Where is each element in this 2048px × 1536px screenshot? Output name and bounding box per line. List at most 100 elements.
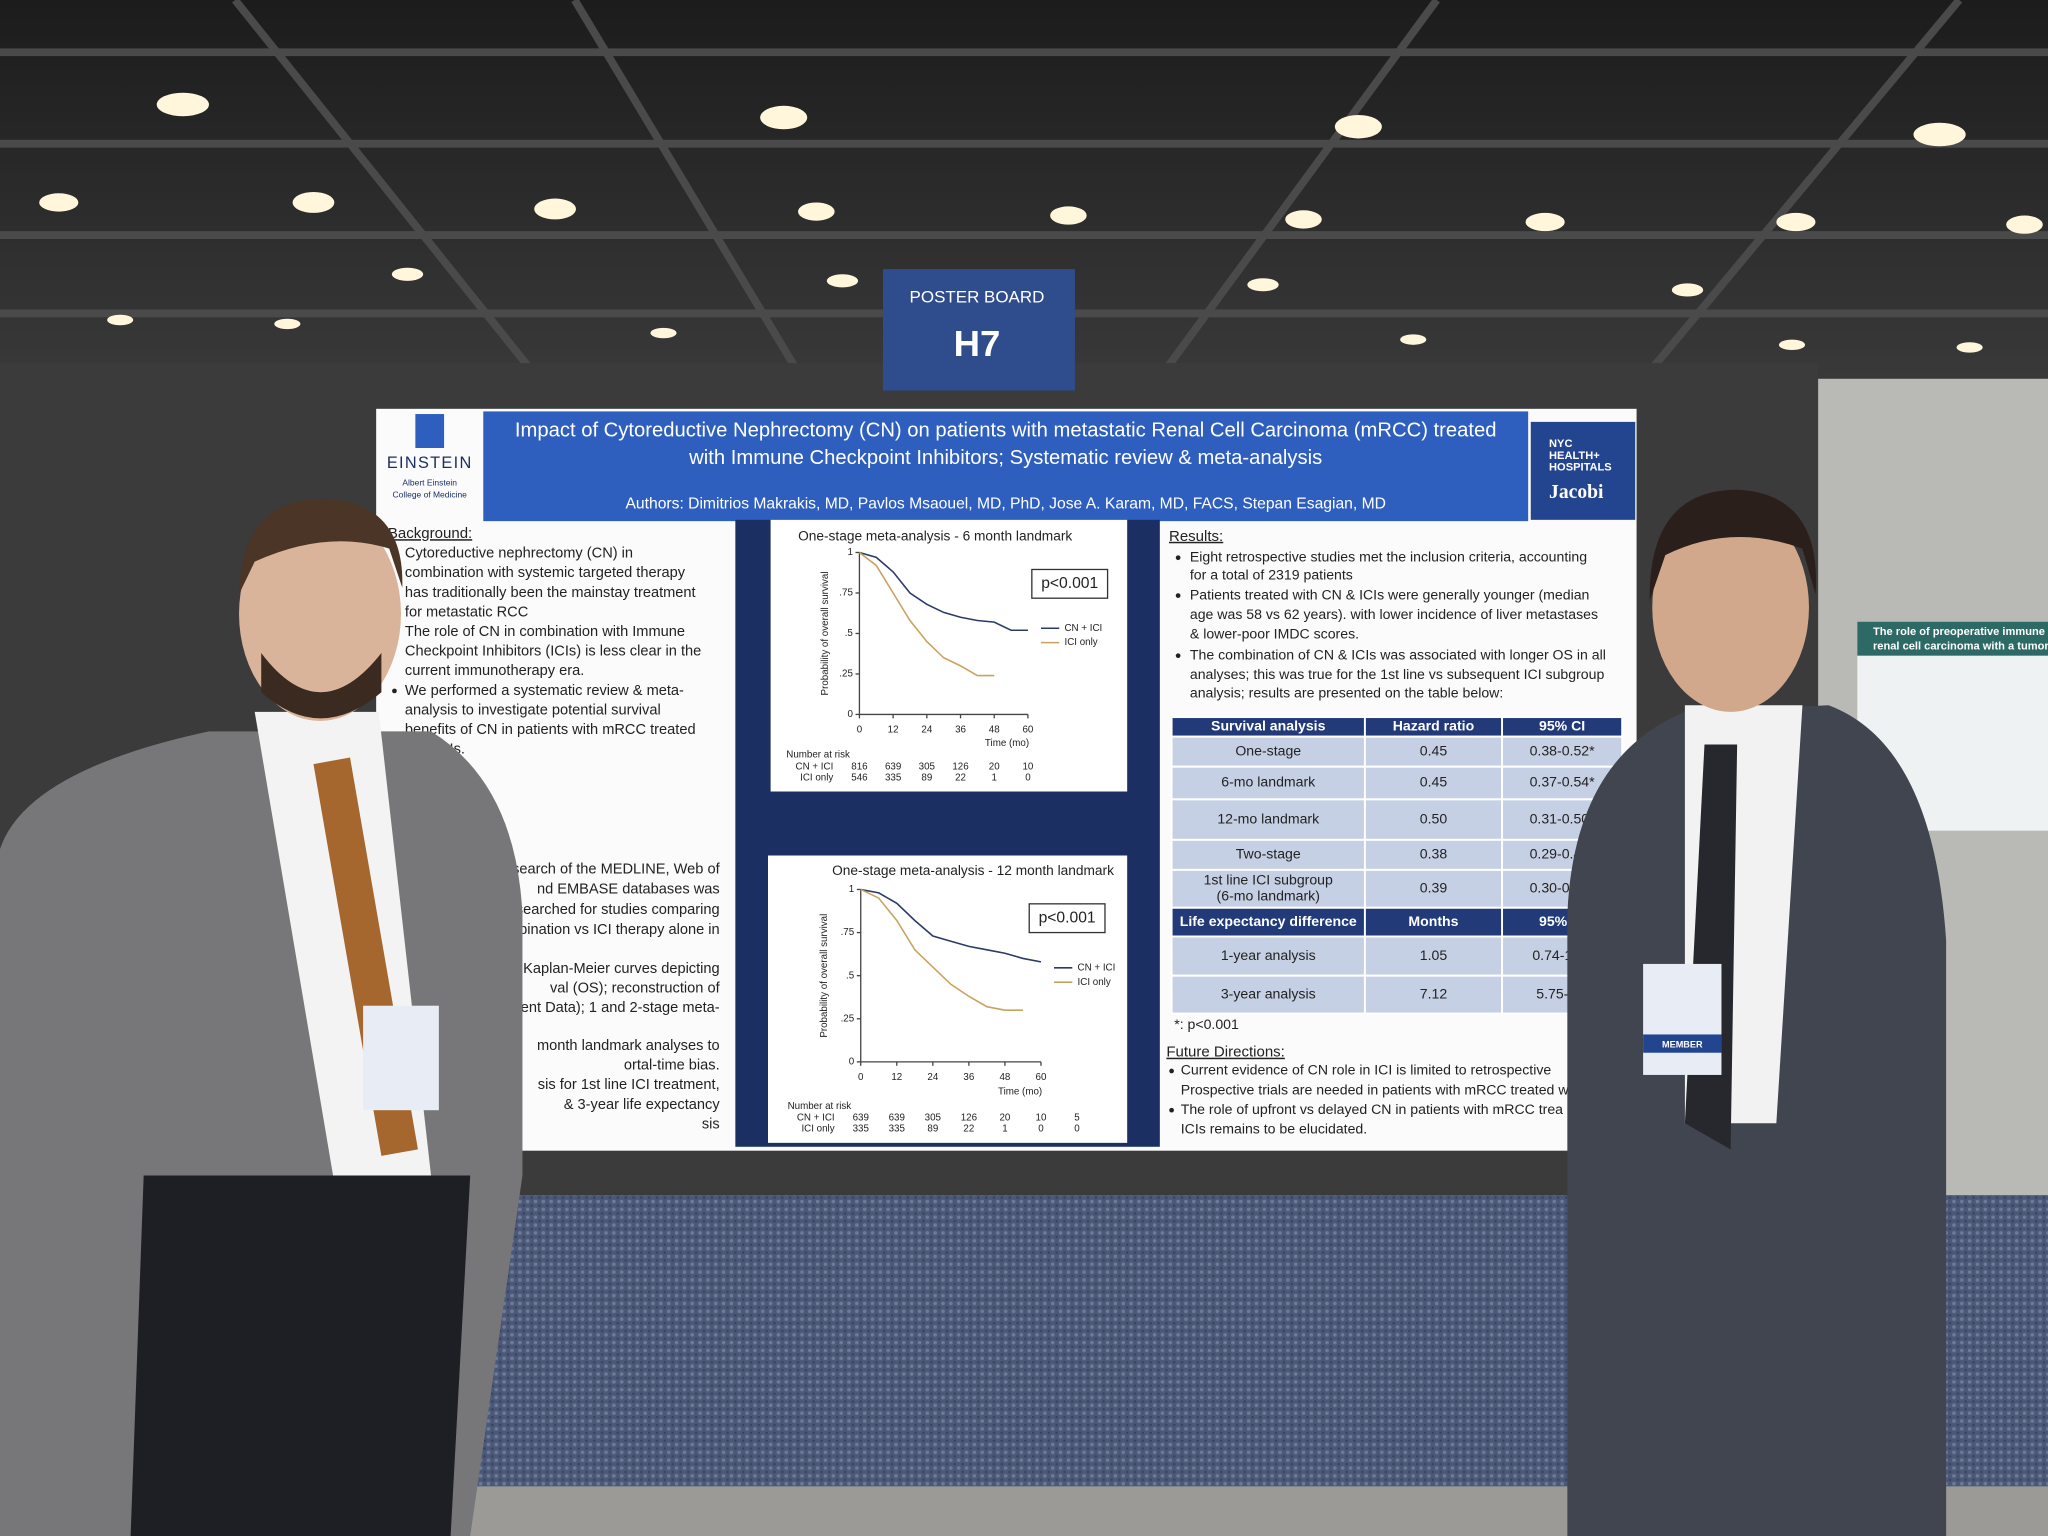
x-tick-label: 60 bbox=[1022, 725, 1033, 736]
section-heading: Background: bbox=[388, 525, 472, 542]
table-cell: 0.31-0.50* bbox=[1530, 810, 1596, 826]
body-text: ent Data); 1 and 2-stage meta- bbox=[521, 1000, 720, 1016]
table-header-cell: Months bbox=[1408, 913, 1458, 929]
left-logo-text: EINSTEIN bbox=[387, 454, 473, 472]
body-text: Current evidence of CN role in ICI is li… bbox=[1181, 1062, 1552, 1078]
left-person-hair bbox=[239, 498, 403, 595]
bullet bbox=[1175, 555, 1181, 561]
table-cell: 0.37-0.54* bbox=[1530, 774, 1596, 790]
risk-value: 0 bbox=[1038, 1124, 1044, 1135]
table-cell: One-stage bbox=[1235, 742, 1301, 758]
survival-curve bbox=[860, 888, 1042, 963]
risk-value: 639 bbox=[889, 1113, 905, 1124]
risk-row-label: ICI only bbox=[800, 772, 833, 783]
table-cell: 0.38-0.52* bbox=[1530, 742, 1596, 758]
neighbor-poster-title: renal cell carcinoma with a tumor throm bbox=[1873, 640, 2048, 652]
chart-panel bbox=[770, 519, 1128, 792]
body-text: Checkpoint Inhibitors (ICIs) is less cle… bbox=[405, 644, 701, 660]
poster-title: with Immune Checkpoint Inhibitors; Syste… bbox=[688, 447, 1322, 469]
legend-label: ICI only bbox=[1064, 637, 1097, 648]
annotation: p<0.001 bbox=[1039, 909, 1096, 926]
risk-value: 89 bbox=[921, 772, 932, 783]
body-text: ortal-time bias. bbox=[624, 1058, 720, 1074]
risk-value: 335 bbox=[885, 772, 902, 783]
body-text: analysis to investigate potential surviv… bbox=[405, 702, 661, 718]
x-tick-label: 12 bbox=[891, 1072, 902, 1083]
x-tick-label: 0 bbox=[858, 1072, 864, 1083]
y-tick-label: .5 bbox=[846, 970, 855, 981]
table-header-cell: 95% CI bbox=[1539, 718, 1585, 734]
body-text: we searched for studies comparing bbox=[492, 902, 720, 918]
left-person-head bbox=[239, 506, 401, 721]
x-tick-label: 24 bbox=[921, 725, 932, 736]
body-text: The role of upfront vs delayed CN in pat… bbox=[1181, 1101, 1563, 1117]
body-text: val (OS); reconstruction of bbox=[550, 981, 721, 997]
x-tick-label: 60 bbox=[1036, 1072, 1047, 1083]
table-cell: 1st line ICI subgroup bbox=[1204, 872, 1333, 888]
risk-value: 305 bbox=[919, 761, 936, 772]
body-text: ombination vs ICI therapy alone in bbox=[499, 922, 720, 938]
y-axis-label: Probability of overall survival bbox=[820, 571, 831, 695]
body-text: We performed a systematic review & meta- bbox=[405, 683, 684, 699]
left-logo-text: College of Medicine bbox=[393, 489, 468, 499]
x-tick-label: 48 bbox=[989, 725, 1000, 736]
left-logo-text: Albert Einstein bbox=[402, 477, 457, 487]
risk-value: 0 bbox=[1074, 1124, 1080, 1135]
right-logo-text: Jacobi bbox=[1549, 482, 1604, 503]
section-heading: Results: bbox=[1169, 528, 1223, 545]
y-tick-label: .5 bbox=[845, 628, 854, 639]
x-tick-label: 48 bbox=[999, 1072, 1010, 1083]
body-text: combination with systemic targeted thera… bbox=[405, 565, 686, 581]
bullet bbox=[1175, 653, 1181, 659]
y-tick-label: .25 bbox=[839, 669, 853, 680]
body-text: analysis; results are presented on the t… bbox=[1190, 684, 1503, 700]
poster: Impact of Cytoreductive Nephrectomy (CN)… bbox=[376, 408, 2048, 1151]
poster-authors: Authors: Dimitrios Makrakis, MD, Pavlos … bbox=[625, 495, 1385, 512]
chart-title: One-stage meta-analysis - 6 month landma… bbox=[798, 528, 1072, 543]
sign-code: H7 bbox=[954, 323, 1001, 364]
risk-value: 546 bbox=[851, 772, 868, 783]
body-text: Prospective trials are needed in patient… bbox=[1181, 1081, 1570, 1097]
sign-label: POSTER BOARD bbox=[910, 287, 1045, 306]
risk-value: 0 bbox=[1025, 772, 1031, 783]
body-text: sis bbox=[702, 1116, 720, 1132]
table-header-cell: Survival analysis bbox=[1211, 718, 1326, 734]
table-cell: 12-mo landmark bbox=[1217, 810, 1320, 826]
risk-value: 22 bbox=[963, 1124, 974, 1135]
table-header-cell: Life expectancy difference bbox=[1180, 913, 1357, 929]
table-cell: (6-mo landmark) bbox=[1217, 887, 1320, 903]
table-cell: 0.45 bbox=[1420, 774, 1448, 790]
neighbor-poster-title: The role of preoperative immune cell m bbox=[1873, 626, 2048, 638]
survival-curve bbox=[859, 551, 1028, 632]
survival-curve bbox=[858, 551, 995, 677]
y-tick-label: .25 bbox=[841, 1013, 855, 1024]
table-cell: 6-mo landmark bbox=[1221, 774, 1316, 790]
risk-value: 20 bbox=[989, 761, 1000, 772]
right-logo bbox=[1530, 421, 1636, 520]
bullet bbox=[1169, 1107, 1174, 1113]
table-cell: 1.05 bbox=[1420, 947, 1448, 963]
body-text: & lower-poor IMDC scores. bbox=[1190, 625, 1359, 641]
legend-label: CN + ICI bbox=[1078, 962, 1116, 973]
y-tick-label: 0 bbox=[847, 709, 853, 720]
table-row bbox=[1170, 974, 1624, 1015]
table-row bbox=[1170, 935, 1624, 977]
table-cell: 3-year analysis bbox=[1221, 985, 1316, 1001]
ceiling-lights bbox=[39, 92, 2043, 353]
table-row bbox=[1170, 868, 1624, 909]
risk-value: 22 bbox=[955, 772, 966, 783]
legend-label: ICI only bbox=[1078, 977, 1111, 988]
y-tick-label: .75 bbox=[841, 927, 855, 938]
sign bbox=[882, 269, 1075, 391]
poster-header bbox=[483, 411, 1529, 522]
x-tick-label: 0 bbox=[857, 725, 863, 736]
annotation: p<0.001 bbox=[1041, 575, 1098, 592]
body-text: for metastatic RCC bbox=[405, 604, 528, 620]
table-cell: 0.45 bbox=[1420, 742, 1448, 758]
risk-value: 10 bbox=[1022, 761, 1033, 772]
body-text: has traditionally been the mainstay trea… bbox=[405, 585, 696, 601]
table-header-cell: Hazard ratio bbox=[1393, 718, 1475, 734]
body-text: analyses; this was true for the 1st line… bbox=[1190, 666, 1605, 682]
table-cell: 7.12 bbox=[1420, 985, 1448, 1001]
